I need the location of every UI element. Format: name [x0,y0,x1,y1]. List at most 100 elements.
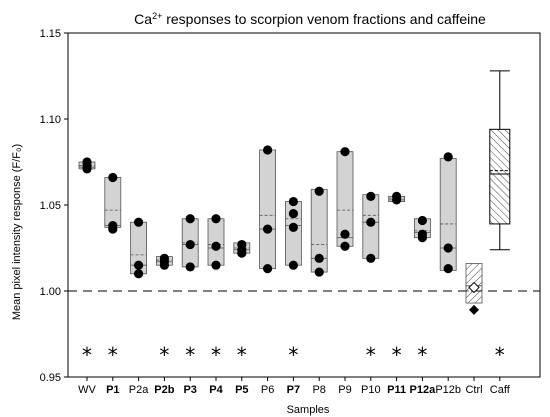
data-point [288,222,298,232]
x-tick-label: P1 [106,384,119,396]
x-tick-label: P12a [410,384,437,396]
data-point [340,229,350,239]
box-P5 [233,239,251,258]
box-P2a [130,217,148,279]
data-point [211,260,221,270]
x-tick-label: WV [78,384,96,396]
data-point [263,264,273,274]
x-tick-label: P11 [387,384,406,396]
box-P10 [362,191,380,263]
significance-star-Caff: * [495,343,505,367]
data-point [417,215,427,226]
significance-star-P2b: * [159,343,169,367]
data-point [211,241,221,251]
significance-star-P10: * [366,343,376,367]
data-point [443,243,453,253]
box-P1 [104,172,122,234]
data-point [185,239,195,250]
data-point [108,172,118,183]
data-point [366,191,376,201]
x-tick-label: P4 [209,384,223,396]
data-point [392,191,402,201]
significance-star-P4: * [211,343,221,367]
significance-star-WV: * [82,343,92,367]
box-P7 [284,196,302,270]
x-tick-label: P2b [154,384,174,396]
data-point [288,260,298,270]
significance-star-P12a: * [417,343,427,367]
data-point [314,267,324,277]
x-tick-label: P3 [183,384,196,396]
significance-star-P3: * [185,343,195,367]
significance-markers: * * * * * * * * * * * [82,343,505,367]
data-point [314,253,324,263]
data-point [417,229,427,239]
box-P12b [439,152,457,274]
x-tick-label: P2a [129,384,149,396]
significance-star-P7: * [288,343,298,367]
box-body [489,128,511,225]
box-P4 [207,214,225,270]
y-tick-label: 1.15 [40,28,61,40]
x-tick-label: P8 [312,384,325,396]
data-point-open-diamond [468,281,480,294]
box-P9 [336,147,354,251]
x-axis-title: Samples [287,404,330,416]
data-point [340,147,350,157]
x-tick-label: Ctrl [465,384,482,396]
box-P8 [310,186,328,277]
data-point [314,186,324,196]
data-point [263,145,273,155]
box-Ctrl [465,263,483,315]
data-point-filled-diamond [469,304,479,315]
data-point [443,152,453,162]
x-axis: WV P1 P2a P2b P3 P4 P5 P6 P7 P8 P9 P10 P11 P12a P12b Ct… [78,377,511,396]
data-point [366,253,376,263]
boxes [78,70,511,315]
data-point [108,221,118,231]
x-tick-label: P5 [235,384,248,396]
data-point [185,262,195,272]
data-point [185,214,195,224]
data-point [288,209,298,219]
data-point [263,224,273,234]
x-tick-label: P12b [435,384,461,396]
box-body [259,149,277,270]
box-body [439,158,457,271]
data-point [134,269,144,279]
box-P3 [181,214,199,272]
data-point [82,157,92,167]
data-point [443,264,453,274]
y-tick-label: 1.00 [40,286,61,298]
x-tick-label: Caff [490,384,511,396]
box-P2b [155,253,173,270]
chart-title: Ca2+ responses to scorpion venom fractio… [134,11,486,27]
data-point [288,196,298,207]
x-tick-label: P7 [287,384,300,396]
x-tick-label: P10 [361,384,381,396]
x-tick-label: P9 [338,384,351,396]
data-point [340,241,350,251]
data-point [159,253,169,263]
y-tick-label: 1.05 [40,200,61,212]
data-point [237,239,247,250]
box-body [104,177,122,228]
significance-star-P11: * [392,343,402,367]
data-point [134,217,144,227]
x-tick-label: P6 [261,384,274,396]
box-P6 [259,145,277,274]
data-point [366,217,376,227]
box-Caff [489,70,511,251]
box-WV [78,157,96,174]
box-P11 [388,191,406,205]
data-point [134,260,144,270]
plot-frame [67,32,541,378]
y-tick-label: 0.95 [40,372,61,384]
data-point [211,214,221,224]
y-tick-label: 1.10 [40,114,61,126]
box-P12a [413,215,431,243]
y-axis-title: Mean pixel intensity response (F/F₀) [11,144,23,320]
significance-star-P1: * [108,343,118,367]
y-axis: 0.95 1.00 1.05 1.10 1.15 [40,28,68,384]
